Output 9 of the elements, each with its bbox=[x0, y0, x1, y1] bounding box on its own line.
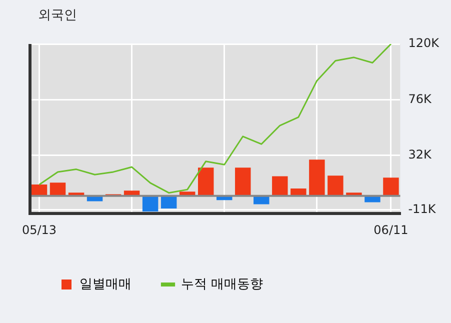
legend-label: 누적 매매동향 bbox=[181, 276, 264, 292]
y-tick-label: 32K bbox=[408, 148, 432, 162]
legend-label: 일별매매 bbox=[80, 276, 132, 292]
x-tick-label: 05/13 bbox=[22, 222, 57, 237]
chart-title: 외국인 bbox=[38, 7, 77, 24]
y-tick-label: -11K bbox=[408, 202, 437, 216]
y-tick-label: 120K bbox=[408, 36, 440, 50]
x-tick-label: 06/11 bbox=[374, 222, 408, 237]
y-tick-label: 76K bbox=[408, 92, 432, 106]
